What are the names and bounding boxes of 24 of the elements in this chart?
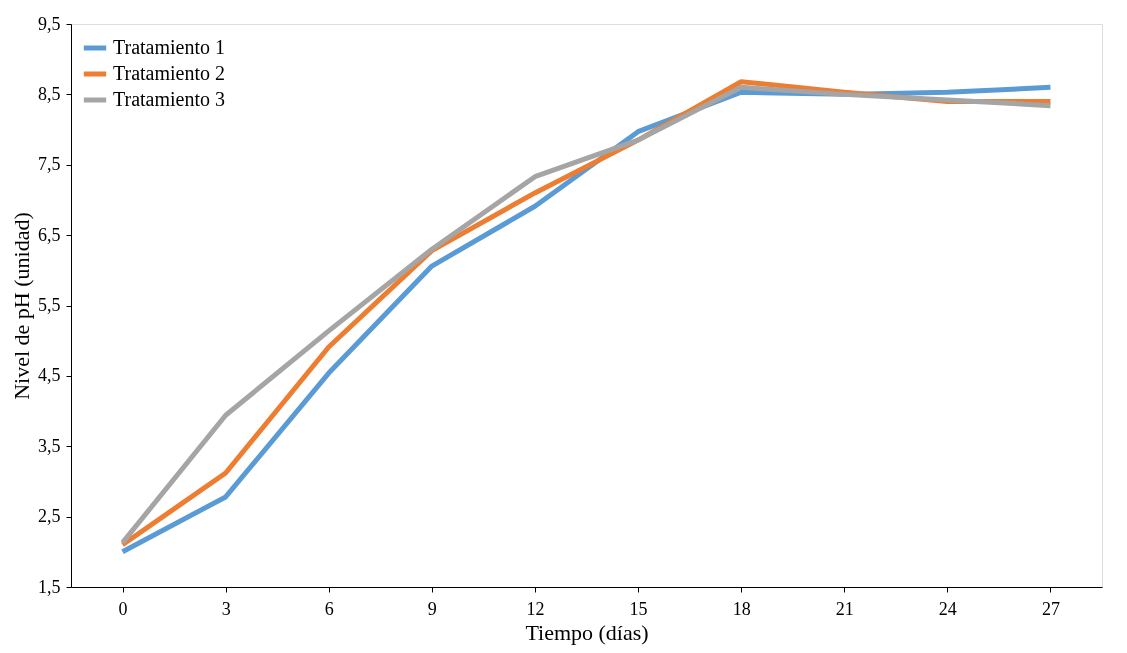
y-axis-title: Nivel de pH (unidad) bbox=[9, 212, 34, 400]
x-tick-label: 24 bbox=[938, 598, 957, 619]
y-tick-label: 8,5 bbox=[38, 83, 61, 104]
legend-label: Tratamiento 3 bbox=[113, 88, 226, 110]
x-axis-title: Tiempo (días) bbox=[525, 619, 649, 645]
x-tick-label: 9 bbox=[427, 598, 437, 619]
y-tick-label: 7,5 bbox=[38, 154, 61, 175]
x-tick-label: 3 bbox=[221, 598, 231, 619]
legend-label: Tratamiento 1 bbox=[113, 36, 226, 58]
legend-label: Tratamiento 2 bbox=[113, 62, 226, 84]
y-tick-label: 9,5 bbox=[38, 13, 61, 34]
x-tick-label: 12 bbox=[526, 598, 545, 619]
x-tick-label: 0 bbox=[118, 598, 128, 619]
y-tick-label: 5,5 bbox=[38, 295, 61, 315]
y-tick-label: 3,5 bbox=[38, 435, 61, 456]
x-tick-label: 15 bbox=[629, 598, 648, 619]
y-tick-label: 2,5 bbox=[38, 506, 61, 527]
y-tick-label: 6,5 bbox=[38, 224, 61, 245]
x-tick-label: 18 bbox=[732, 598, 751, 619]
x-tick-label: 6 bbox=[324, 598, 334, 619]
y-tick-label: 4,5 bbox=[38, 365, 61, 386]
x-tick-label: 27 bbox=[1041, 598, 1060, 619]
x-tick-label: 21 bbox=[835, 598, 854, 619]
y-tick-label: 1,5 bbox=[38, 576, 61, 597]
